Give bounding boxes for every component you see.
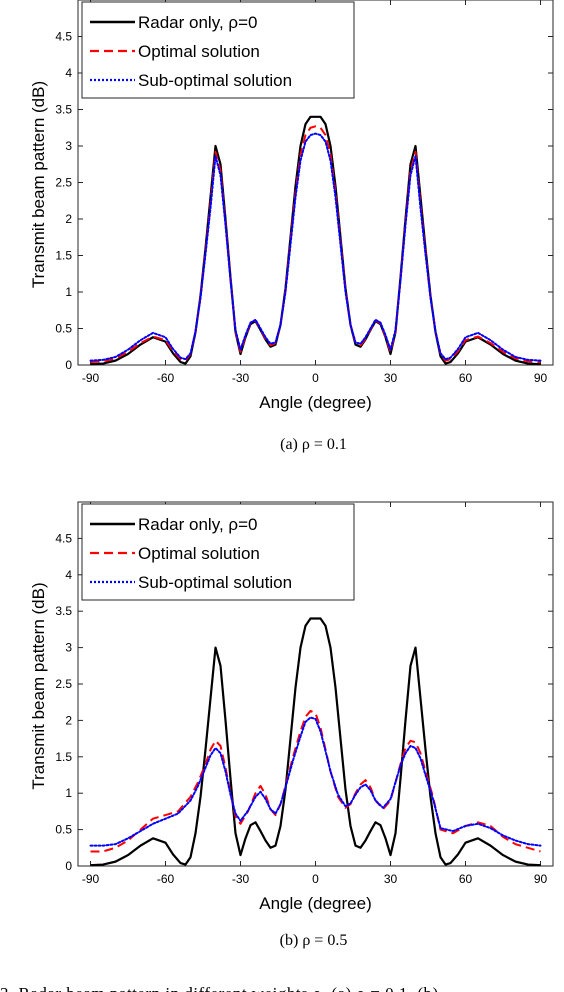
x-tick-label: -60 — [157, 872, 175, 886]
y-tick-label: 0 — [65, 358, 72, 372]
x-axis-label: Angle (degree) — [259, 393, 371, 412]
legend-label: Optimal solution — [138, 42, 260, 61]
x-tick-label: 60 — [459, 872, 473, 886]
y-tick-label: 2.5 — [55, 176, 72, 190]
y-tick-label: 1 — [65, 285, 72, 299]
series-line-1 — [90, 709, 541, 853]
y-tick-label: 0 — [65, 859, 72, 873]
y-tick-label: 2 — [65, 713, 72, 727]
x-axis-label: Angle (degree) — [259, 894, 371, 913]
y-tick-label: 1.5 — [55, 249, 72, 263]
y-axis-label: Transmit beam pattern (dB) — [29, 81, 48, 288]
y-tick-label: 0.5 — [55, 823, 72, 837]
x-tick-label: -30 — [232, 371, 250, 385]
x-tick-label: 30 — [384, 371, 398, 385]
chart-panel-b: -90 -60 -30 0 30 60 90 0 0.5 1 1.5 2 2.5 3 3.5 4 4.5 Angl… — [29, 501, 554, 949]
legend-label: Sub-optimal solution — [138, 573, 292, 592]
y-axis-label: Transmit beam pattern (dB) — [29, 582, 48, 789]
y-tick-label: 4.5 — [55, 30, 72, 44]
x-tick-label: 60 — [459, 371, 473, 385]
x-tick-label: 0 — [312, 371, 319, 385]
x-tick-label: 90 — [534, 371, 548, 385]
legend-label: Radar only, ρ=0 — [138, 13, 257, 32]
series-line-2 — [89, 716, 542, 847]
y-tick-label: 2.5 — [55, 677, 72, 691]
chart-panel-a: -90 -60 -30 0 30 60 90 0 0.5 1 1.5 2 2.5 3 3.5 4 4.5 Angl… — [29, 0, 554, 453]
y-tick-label: 3 — [65, 641, 72, 655]
legend: Radar only, ρ=0 Optimal solution Sub-optim… — [81, 1, 355, 99]
series-line-2 — [89, 132, 542, 362]
y-tick-label: 4 — [65, 66, 72, 80]
series-line-1 — [90, 125, 541, 364]
y-tick-label: 3 — [65, 139, 72, 153]
legend-label: Radar only, ρ=0 — [138, 515, 257, 534]
y-tick-label: 3.5 — [55, 103, 72, 117]
legend-box — [81, 1, 355, 99]
x-tick-label: -90 — [82, 872, 100, 886]
x-tick-label: -60 — [157, 371, 175, 385]
legend-box — [81, 503, 355, 601]
y-tick-label: 1.5 — [55, 750, 72, 764]
legend: Radar only, ρ=0 Optimal solution Sub-optim… — [81, 503, 355, 601]
y-tick-label: 1 — [65, 786, 72, 800]
x-tick-label: -90 — [82, 371, 100, 385]
figure-caption: 3. Radar beam pattern in different weigh… — [0, 984, 439, 992]
panel-caption: (b) ρ = 0.5 — [280, 932, 348, 949]
legend-label: Sub-optimal solution — [138, 71, 292, 90]
y-tick-label: 2 — [65, 212, 72, 226]
y-tick-label: 4.5 — [55, 531, 72, 545]
series-line-0 — [90, 617, 541, 867]
legend-label: Optimal solution — [138, 544, 260, 563]
x-tick-label: -30 — [232, 872, 250, 886]
series-line-0 — [90, 115, 541, 366]
y-tick-label: 0.5 — [55, 322, 72, 336]
x-tick-label: 0 — [312, 872, 319, 886]
panel-caption: (a) ρ = 0.1 — [280, 436, 347, 453]
y-tick-label: 3.5 — [55, 604, 72, 618]
x-tick-label: 30 — [384, 872, 398, 886]
y-tick-label: 4 — [65, 568, 72, 582]
x-tick-label: 90 — [534, 872, 548, 886]
